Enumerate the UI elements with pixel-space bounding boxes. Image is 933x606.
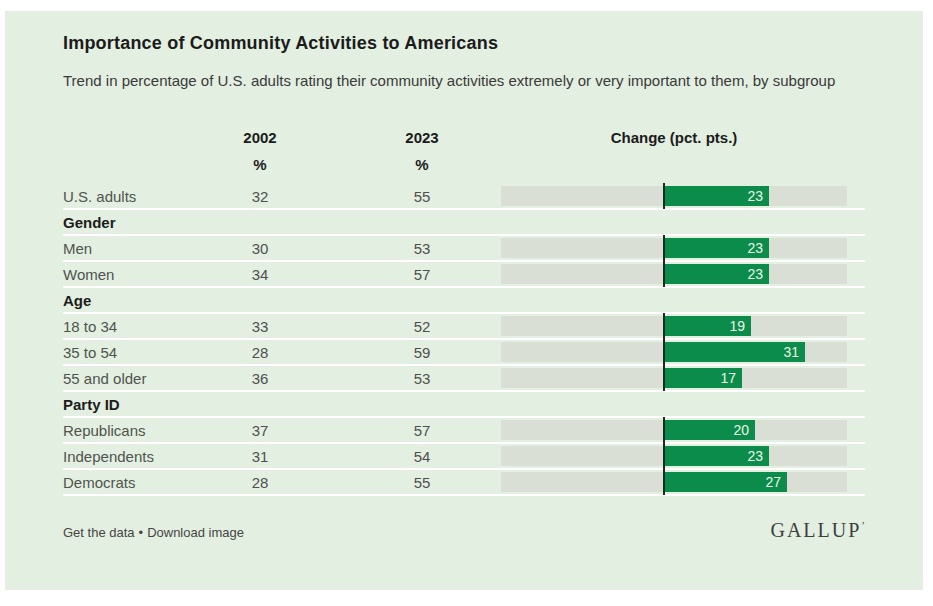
table-row: Independents31 54 23 xyxy=(63,444,865,470)
section-header-row: Gender xyxy=(63,210,865,236)
column-header-change: Change (pct. pts.) xyxy=(501,129,847,146)
row-label: Democrats xyxy=(63,474,203,491)
zero-axis-line xyxy=(663,235,665,261)
change-bar: 23 xyxy=(664,186,769,206)
value-2023: 57 xyxy=(343,266,501,283)
value-2002: 30 xyxy=(203,240,317,257)
section-label: Party ID xyxy=(63,396,865,413)
column-header-2002: 2002 xyxy=(203,129,317,146)
row-label: Women xyxy=(63,266,203,283)
footer: Get the data •Download image GALLUPʼ xyxy=(63,519,865,542)
change-bar-value: 20 xyxy=(733,422,755,438)
section-header-row: Party ID xyxy=(63,392,865,418)
column-header-2023: 2023 xyxy=(343,129,501,146)
change-bar-cell: 27 xyxy=(501,470,847,494)
change-bar-value: 31 xyxy=(783,344,805,360)
section-label: Gender xyxy=(63,214,865,231)
gallup-trademark: ʼ xyxy=(861,519,865,531)
change-bar: 17 xyxy=(664,368,742,388)
change-bar-value: 17 xyxy=(720,370,742,386)
gallup-logo: GALLUPʼ xyxy=(770,519,865,542)
chart-subtitle: Trend in percentage of U.S. adults ratin… xyxy=(63,66,853,96)
value-2023: 55 xyxy=(343,474,501,491)
value-2002: 32 xyxy=(203,188,317,205)
zero-axis-line xyxy=(663,183,665,209)
column-header-row: 2002 2023 Change (pct. pts.) xyxy=(63,126,865,148)
change-bar-cell: 31 xyxy=(501,340,847,364)
value-2023: 52 xyxy=(343,318,501,335)
zero-axis-line xyxy=(663,417,665,443)
zero-axis-line xyxy=(663,313,665,339)
download-image-link[interactable]: Download image xyxy=(147,525,244,540)
table-row: Men30 53 23 xyxy=(63,236,865,262)
change-bar-value: 23 xyxy=(747,448,769,464)
value-2002: 34 xyxy=(203,266,317,283)
section-label: Age xyxy=(63,292,865,309)
change-bar: 31 xyxy=(664,342,805,362)
zero-axis-line xyxy=(663,261,665,287)
row-label: 35 to 54 xyxy=(63,344,203,361)
value-2023: 54 xyxy=(343,448,501,465)
value-2023: 55 xyxy=(343,188,501,205)
unit-percent-2002: % xyxy=(203,156,317,173)
change-bar: 20 xyxy=(664,420,755,440)
change-bar-value: 23 xyxy=(747,266,769,282)
change-bar-value: 27 xyxy=(765,474,787,490)
row-label: 18 to 34 xyxy=(63,318,203,335)
table-row: Democrats28 55 27 xyxy=(63,470,865,496)
zero-axis-line xyxy=(663,443,665,469)
value-2002: 33 xyxy=(203,318,317,335)
table-row: 18 to 3433 52 19 xyxy=(63,314,865,340)
change-bar-cell: 17 xyxy=(501,366,847,390)
chart-content: Importance of Community Activities to Am… xyxy=(5,11,923,542)
table-row: U.S. adults32 55 23 xyxy=(63,184,865,210)
value-2002: 37 xyxy=(203,422,317,439)
change-bar: 19 xyxy=(664,316,751,336)
change-bar-cell: 23 xyxy=(501,262,847,286)
change-bar-cell: 23 xyxy=(501,444,847,468)
value-2023: 59 xyxy=(343,344,501,361)
change-bar: 23 xyxy=(664,446,769,466)
chart-title: Importance of Community Activities to Am… xyxy=(63,11,865,54)
change-bar-cell: 20 xyxy=(501,418,847,442)
unit-percent-2023: % xyxy=(343,156,501,173)
table-row: Women34 57 23 xyxy=(63,262,865,288)
value-2023: 57 xyxy=(343,422,501,439)
footer-links: Get the data •Download image xyxy=(63,525,244,540)
footer-bullet: • xyxy=(139,525,144,540)
change-bar-value: 23 xyxy=(747,240,769,256)
change-bar-cell: 23 xyxy=(501,184,847,208)
value-2023: 53 xyxy=(343,370,501,387)
row-label: Republicans xyxy=(63,422,203,439)
change-bar: 27 xyxy=(664,472,787,492)
zero-axis-line xyxy=(663,365,665,391)
value-2002: 31 xyxy=(203,448,317,465)
row-label: U.S. adults xyxy=(63,188,203,205)
chart-card: Importance of Community Activities to Am… xyxy=(5,11,923,590)
unit-row: % % xyxy=(63,153,865,175)
table-row: 55 and older36 53 17 xyxy=(63,366,865,392)
page: Importance of Community Activities to Am… xyxy=(0,0,933,606)
value-2002: 28 xyxy=(203,474,317,491)
value-2002: 36 xyxy=(203,370,317,387)
table-row: Republicans37 57 20 xyxy=(63,418,865,444)
section-header-row: Age xyxy=(63,288,865,314)
value-2023: 53 xyxy=(343,240,501,257)
change-bar-cell: 19 xyxy=(501,314,847,338)
get-the-data-link[interactable]: Get the data xyxy=(63,525,135,540)
row-label: Independents xyxy=(63,448,203,465)
change-bar: 23 xyxy=(664,264,769,284)
row-label: Men xyxy=(63,240,203,257)
table-row: 35 to 5428 59 31 xyxy=(63,340,865,366)
zero-axis-line xyxy=(663,469,665,495)
change-bar: 23 xyxy=(664,238,769,258)
data-table: U.S. adults32 55 23 Gender Men30 53 23 Women34 5… xyxy=(63,184,865,496)
value-2002: 28 xyxy=(203,344,317,361)
zero-axis-line xyxy=(663,339,665,365)
change-bar-cell: 23 xyxy=(501,236,847,260)
change-bar-value: 19 xyxy=(729,318,751,334)
change-bar-value: 23 xyxy=(747,188,769,204)
gallup-wordmark: GALLUP xyxy=(770,519,861,541)
row-label: 55 and older xyxy=(63,370,203,387)
